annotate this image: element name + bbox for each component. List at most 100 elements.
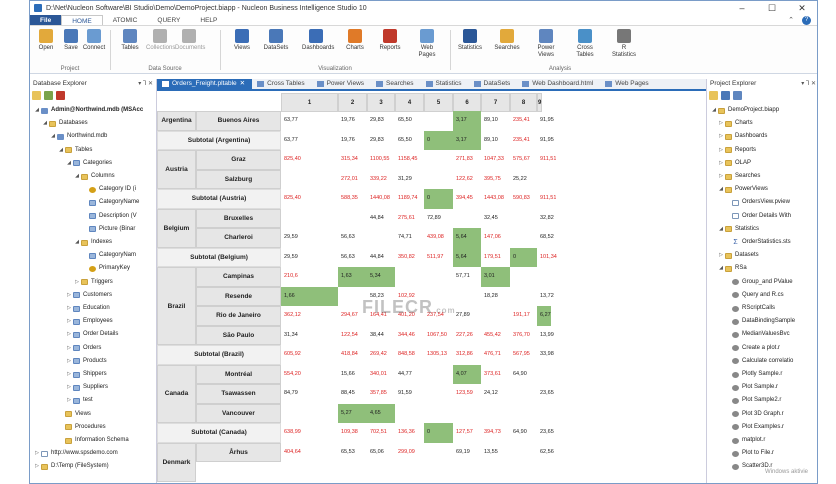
table-cell[interactable]: 44,77 [398,370,412,377]
tree-item-suppliers[interactable]: ▷ Suppliers [66,381,108,394]
table-cell[interactable]: 339,22 [370,175,387,182]
table-cell[interactable] [510,287,537,307]
tree-item-databindingsample[interactable]: DataBindingSample [725,315,795,328]
tree-item-demoproject-biapp[interactable]: ◢ DemoProject.biapp [711,104,779,117]
tree-item-categoryname[interactable]: CategoryName [82,196,139,209]
tree-item-calculate-correlatio[interactable]: Calculate correlatio [725,355,793,368]
tree-item-reports[interactable]: ▷ Reports [718,144,756,157]
table-cell[interactable]: 136,36 [398,429,415,435]
table-cell[interactable]: 1158,45 [398,156,418,162]
views-button[interactable]: Views [228,29,256,52]
menu-query[interactable]: QUERY [157,17,181,24]
table-cell[interactable]: 0 [510,247,537,267]
tree-item-test[interactable]: ▷ test [66,394,93,407]
table-cell[interactable]: 588,35 [341,195,358,201]
table-cell[interactable]: 344,46 [398,331,415,338]
table-cell[interactable]: 5,64 [453,228,481,248]
table-cell[interactable]: 64,90 [513,370,527,377]
table-cell[interactable] [481,306,510,326]
table-cell[interactable]: 1189,74 [398,195,418,201]
expand-icon[interactable]: ◢ [712,107,716,113]
tree-item-query-and-r-cs[interactable]: Query and R.cs [725,289,784,302]
expand-icon[interactable]: ▷ [67,397,71,404]
tree-item-group-and-pvalue[interactable]: Group_and PValue [725,276,793,289]
table-cell[interactable]: 0 [424,189,453,209]
documents-button[interactable]: Documents [175,29,205,52]
table-cell[interactable]: 147,06 [484,234,501,240]
table-cell[interactable]: 62,56 [540,448,554,455]
table-cell[interactable]: 350,82 [398,253,415,260]
table-cell[interactable] [510,209,537,229]
expand-icon[interactable]: ▷ [35,450,39,457]
table-cell[interactable]: 1,63 [338,267,367,287]
column-header-1[interactable]: 1 [281,93,338,112]
table-cell[interactable] [510,267,537,287]
expand-icon[interactable]: ▷ [67,318,71,325]
table-cell[interactable]: 418,84 [341,351,358,357]
new-folder-icon[interactable] [709,91,718,100]
tree-item-employees[interactable]: ▷ Employees [66,315,113,328]
table-cell[interactable]: 638,99 [284,429,301,435]
table-cell[interactable]: 825,40 [284,156,301,162]
tree-item-searches[interactable]: ▷ Searches [718,170,760,183]
table-cell[interactable]: 68,52 [540,234,554,240]
table-cell[interactable]: 395,75 [484,175,501,182]
reports-button[interactable]: Reports [376,29,404,52]
table-cell[interactable] [281,170,338,190]
table-cell[interactable]: 275,61 [398,214,415,221]
table-cell[interactable]: 89,10 [484,117,498,123]
table-cell[interactable]: 91,59 [398,390,412,396]
table-cell[interactable]: 357,85 [370,390,387,396]
table-cell[interactable]: 56,63 [341,253,355,260]
table-cell[interactable]: 65,53 [341,448,355,455]
table-cell[interactable]: 567,95 [513,351,530,357]
column-header-2[interactable]: 2 [338,93,367,112]
refresh-icon[interactable] [44,91,53,100]
tree-item-orderstatistics-sts[interactable]: Σ OrderStatistics.sts [725,236,790,249]
table-cell[interactable] [424,404,453,424]
expand-icon[interactable]: ▷ [67,371,71,377]
power-views-button[interactable]: Power Views [532,29,560,58]
expand-icon[interactable]: ▷ [719,173,723,179]
open-button[interactable]: Open [32,29,60,52]
table-cell[interactable]: 122,54 [341,331,358,338]
table-cell[interactable]: 109,38 [341,429,358,435]
column-header-9[interactable]: 9 [537,93,543,112]
column-header-8[interactable]: 8 [510,93,537,112]
save-project-icon[interactable] [721,91,730,100]
tree-item-charts[interactable]: ▷ Charts [718,117,753,130]
expand-icon[interactable]: ◢ [35,107,39,113]
table-cell[interactable]: 13,55 [484,448,498,455]
table-cell[interactable] [510,384,537,404]
table-cell[interactable]: 825,40 [284,195,301,201]
tree-item-description-v[interactable]: Description (V [82,210,137,223]
tree-item-scatter3d-r[interactable]: Scatter3D.r [725,460,772,473]
table-cell[interactable]: 439,08 [427,234,444,240]
expand-icon[interactable]: ◢ [51,133,55,140]
column-header-5[interactable]: 5 [424,93,453,112]
table-cell[interactable]: 29,59 [284,253,298,260]
tree-item-category-id-i[interactable]: Category ID (i [82,183,136,196]
table-cell[interactable]: 164,41 [370,312,387,318]
table-cell[interactable]: 191,17 [513,312,530,318]
table-cell[interactable]: 1440,08 [370,195,390,201]
table-cell[interactable]: 179,51 [484,253,501,260]
table-cell[interactable]: 27,89 [456,312,470,318]
tree-item-order-details-with[interactable]: Order Details With [725,210,791,223]
expand-icon[interactable]: ▷ [719,133,723,140]
tree-item-rsa[interactable]: ◢ RSa [718,262,747,275]
expand-icon[interactable]: ▷ [67,331,71,338]
expand-icon[interactable]: ◢ [75,173,79,179]
table-cell[interactable] [453,287,481,307]
collections-button[interactable]: Collections [146,29,175,52]
table-cell[interactable]: 605,92 [284,351,301,357]
tree-item-dashboards[interactable]: ▷ Dashboards [718,130,767,143]
table-cell[interactable]: 554,20 [284,370,301,377]
table-cell[interactable]: 38,44 [370,331,384,338]
table-cell[interactable] [424,384,453,404]
column-header-7[interactable]: 7 [481,93,510,112]
tab-searches[interactable]: Searches [371,79,420,89]
expand-icon[interactable]: ▷ [35,463,39,470]
table-cell[interactable]: 13,99 [540,331,554,338]
table-cell[interactable] [424,443,453,463]
